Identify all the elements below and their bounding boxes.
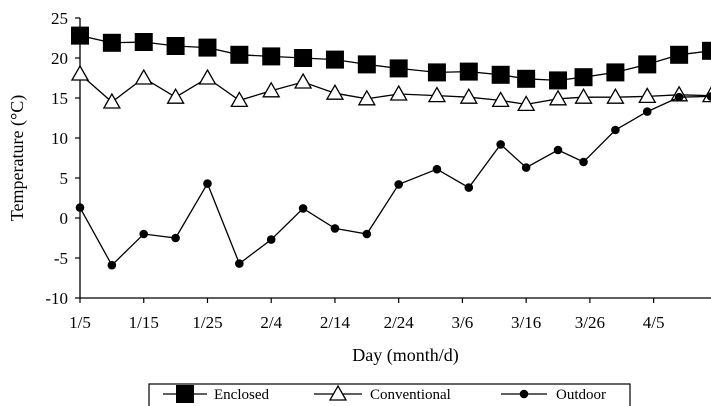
x-tick-label: 2/24: [384, 313, 415, 332]
data-point-enclosed: [606, 63, 625, 82]
data-point-outdoor: [706, 92, 711, 101]
data-point-conventional: [198, 68, 217, 85]
data-point-outdoor: [432, 164, 442, 174]
data-point-outdoor: [394, 180, 403, 189]
x-tick-label: 2/14: [320, 313, 351, 332]
plot-area: [70, 26, 711, 270]
data-point-outdoor: [266, 235, 276, 244]
data-point-outdoor: [553, 145, 563, 155]
legend-box: [148, 383, 631, 406]
x-tick-label: 1/25: [192, 313, 222, 332]
data-point-enclosed: [638, 55, 657, 74]
data-point-enclosed: [262, 47, 281, 66]
data-point-enclosed: [102, 33, 121, 52]
data-point-conventional: [357, 89, 376, 106]
data-point-conventional: [427, 86, 447, 103]
data-point-outdoor: [203, 179, 212, 188]
data-point-outdoor: [298, 204, 308, 213]
y-tick-label: 5: [60, 169, 69, 188]
legend-marker-outdoor: [519, 389, 529, 399]
data-point-outdoor: [496, 140, 505, 149]
legend-label-outdoor: Outdoor: [556, 387, 606, 403]
data-point-enclosed: [459, 62, 478, 81]
data-point-enclosed: [134, 33, 153, 51]
data-point-enclosed: [549, 71, 568, 90]
data-point-outdoor: [642, 107, 652, 116]
data-point-outdoor: [235, 259, 244, 268]
data-point-enclosed: [357, 55, 376, 74]
data-point-outdoor: [330, 224, 340, 233]
legend-marker-conventional: [328, 384, 348, 401]
y-tick-label: 0: [60, 209, 69, 228]
data-point-outdoor: [75, 203, 85, 212]
data-point-conventional: [517, 95, 536, 112]
data-point-enclosed: [230, 45, 249, 64]
data-point-outdoor: [171, 233, 180, 243]
y-tick-label: 15: [51, 89, 68, 108]
data-point-enclosed: [71, 26, 89, 45]
y-tick-label: 25: [51, 9, 68, 28]
data-point-conventional: [606, 87, 625, 104]
x-tick-label: 4/5: [643, 313, 665, 332]
data-point-conventional: [491, 91, 510, 108]
data-point-conventional: [230, 91, 249, 108]
data-point-conventional: [325, 83, 345, 100]
y-tick-label: -10: [45, 289, 68, 308]
data-point-conventional: [102, 92, 121, 109]
legend-label-conventional: Conventional: [370, 387, 451, 403]
data-point-conventional: [638, 87, 657, 104]
data-point-enclosed: [574, 68, 593, 87]
data-point-outdoor: [464, 183, 474, 192]
data-point-enclosed: [389, 59, 408, 78]
series-enclosed: [71, 26, 711, 90]
x-tick-label: 3/6: [452, 313, 474, 332]
data-point-conventional: [548, 89, 568, 106]
data-point-conventional: [293, 72, 313, 89]
data-point-enclosed: [702, 41, 711, 60]
data-point-conventional: [262, 81, 281, 98]
series-outdoor: [75, 92, 711, 270]
data-point-enclosed: [198, 38, 217, 57]
x-tick-label: 1/5: [69, 313, 91, 332]
data-point-outdoor: [362, 229, 372, 239]
data-point-conventional: [574, 87, 593, 104]
data-point-conventional: [166, 87, 185, 104]
data-point-outdoor: [611, 125, 620, 135]
y-tick-label: -5: [54, 249, 68, 268]
legend-marker-enclosed: [176, 385, 194, 403]
legend-label-enclosed: Enclosed: [214, 387, 269, 403]
data-point-outdoor: [139, 229, 149, 239]
data-point-enclosed: [294, 49, 313, 67]
x-tick-label: 3/26: [575, 313, 605, 332]
data-point-conventional: [134, 68, 153, 85]
data-point-outdoor: [521, 163, 531, 172]
y-tick-label: 10: [51, 129, 68, 148]
x-axis-title: Day (month/d): [352, 345, 458, 366]
legend: Enclosed Conventional Outdoor: [148, 383, 631, 406]
data-point-outdoor: [579, 157, 588, 167]
data-point-enclosed: [325, 50, 344, 69]
data-point-enclosed: [517, 69, 536, 88]
data-point-enclosed: [670, 45, 689, 64]
data-point-outdoor: [674, 92, 684, 102]
data-point-conventional: [70, 64, 90, 81]
y-tick-label: 20: [51, 49, 68, 68]
x-tick-label: 3/16: [511, 313, 541, 332]
data-point-conventional: [389, 84, 408, 101]
data-point-conventional: [459, 87, 478, 104]
data-point-enclosed: [491, 65, 510, 84]
x-tick-label: 2/4: [260, 313, 282, 332]
data-point-enclosed: [427, 63, 446, 82]
x-tick-label: 1/15: [129, 313, 159, 332]
y-axis-title: Temperature (°C): [7, 95, 28, 221]
data-point-enclosed: [166, 37, 185, 55]
data-point-outdoor: [107, 260, 117, 270]
